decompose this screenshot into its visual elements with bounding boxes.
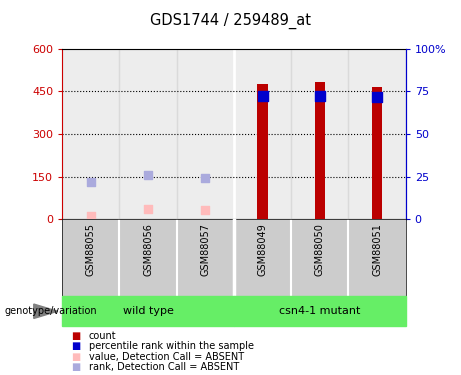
Text: count: count: [89, 331, 117, 340]
Text: value, Detection Call = ABSENT: value, Detection Call = ABSENT: [89, 352, 244, 362]
Bar: [119, 49, 177, 219]
Text: GSM88050: GSM88050: [315, 223, 325, 276]
Text: percentile rank within the sample: percentile rank within the sample: [89, 341, 254, 351]
Text: wild type: wild type: [123, 306, 173, 316]
Bar: [372, 87, 382, 219]
Text: ■: ■: [71, 362, 81, 372]
Text: ■: ■: [71, 352, 81, 362]
Point: [87, 213, 95, 219]
Text: GSM88057: GSM88057: [201, 223, 210, 276]
Point: [144, 172, 152, 178]
Point: [87, 179, 95, 185]
Bar: [234, 49, 291, 219]
Bar: [349, 49, 406, 219]
Text: rank, Detection Call = ABSENT: rank, Detection Call = ABSENT: [89, 362, 239, 372]
Point: [316, 93, 324, 99]
Point: [144, 206, 152, 212]
Bar: [62, 49, 119, 219]
Point: [373, 94, 381, 100]
Point: [259, 93, 266, 99]
Point: [201, 176, 209, 181]
Bar: [62, 296, 234, 326]
Text: GSM88049: GSM88049: [258, 223, 267, 276]
Bar: [291, 49, 349, 219]
Text: GSM88056: GSM88056: [143, 223, 153, 276]
Text: GSM88055: GSM88055: [86, 223, 96, 276]
Text: ■: ■: [71, 331, 81, 340]
Polygon shape: [34, 304, 58, 318]
Point: [201, 207, 209, 213]
Bar: [177, 49, 234, 219]
Text: ■: ■: [71, 341, 81, 351]
Bar: [234, 296, 406, 326]
Bar: [315, 82, 325, 219]
Text: GSM88051: GSM88051: [372, 223, 382, 276]
Text: csn4-1 mutant: csn4-1 mutant: [279, 306, 361, 316]
Text: GDS1744 / 259489_at: GDS1744 / 259489_at: [150, 13, 311, 29]
Text: genotype/variation: genotype/variation: [5, 306, 97, 316]
Bar: [257, 84, 268, 219]
